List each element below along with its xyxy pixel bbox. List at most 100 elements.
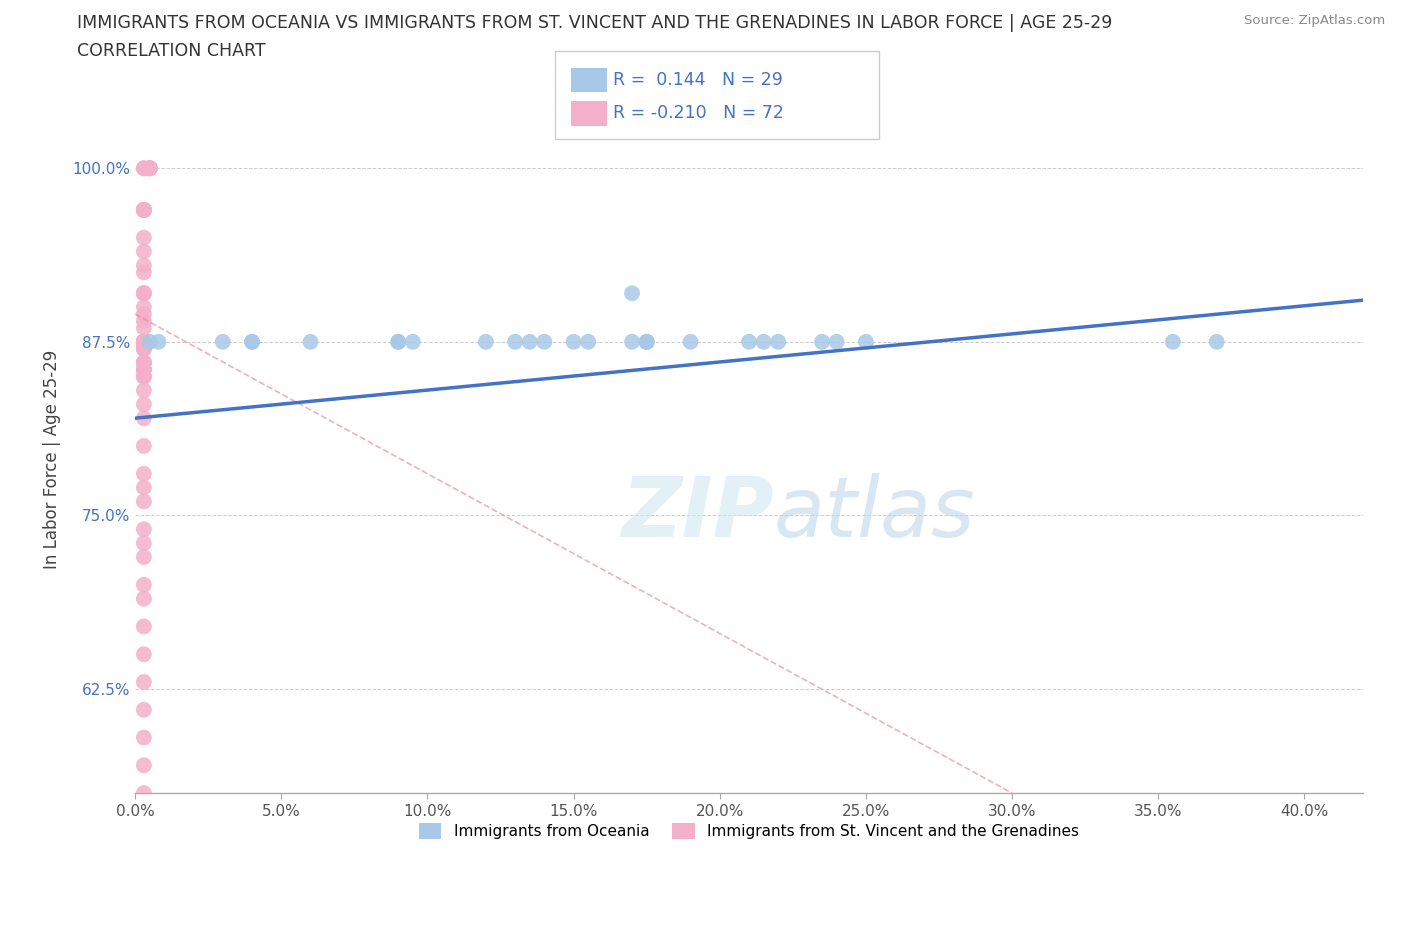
Point xyxy=(132,335,155,350)
Point xyxy=(132,362,155,377)
Point xyxy=(132,203,155,218)
Point xyxy=(132,466,155,481)
Point xyxy=(132,397,155,412)
Point xyxy=(132,265,155,280)
Point xyxy=(855,335,877,350)
Point xyxy=(132,646,155,661)
Legend: Immigrants from Oceania, Immigrants from St. Vincent and the Grenadines: Immigrants from Oceania, Immigrants from… xyxy=(412,817,1085,845)
Point xyxy=(132,335,155,350)
Point xyxy=(132,362,155,377)
Point xyxy=(387,335,409,350)
Point xyxy=(132,355,155,370)
Point xyxy=(562,335,585,350)
Point xyxy=(132,730,155,745)
Point xyxy=(132,335,155,350)
Point xyxy=(132,245,155,259)
Point xyxy=(132,369,155,384)
Point xyxy=(132,619,155,634)
Point xyxy=(132,286,155,300)
Point xyxy=(240,335,263,350)
Point xyxy=(132,299,155,314)
Point xyxy=(738,335,761,350)
Point xyxy=(132,550,155,565)
Text: atlas: atlas xyxy=(773,472,976,553)
Point xyxy=(132,355,155,370)
Point xyxy=(132,335,155,350)
Point xyxy=(132,286,155,300)
Point xyxy=(811,335,834,350)
Point xyxy=(132,341,155,356)
Point xyxy=(132,161,155,176)
Point xyxy=(132,369,155,384)
Point xyxy=(211,335,233,350)
Point xyxy=(132,341,155,356)
Point xyxy=(299,335,322,350)
Point xyxy=(679,335,702,350)
Point xyxy=(138,161,160,176)
Point xyxy=(132,480,155,495)
Text: CORRELATION CHART: CORRELATION CHART xyxy=(77,42,266,60)
Point xyxy=(132,536,155,551)
Point xyxy=(132,362,155,377)
Point xyxy=(132,341,155,356)
Point xyxy=(132,258,155,272)
Point xyxy=(132,341,155,356)
Point xyxy=(576,335,599,350)
Point xyxy=(138,161,160,176)
Point xyxy=(621,286,644,300)
Point xyxy=(132,335,155,350)
Text: R =  0.144   N = 29: R = 0.144 N = 29 xyxy=(613,71,783,89)
Point xyxy=(533,335,555,350)
Point xyxy=(132,494,155,509)
Point xyxy=(132,411,155,426)
Point xyxy=(621,335,644,350)
Point xyxy=(132,758,155,773)
Point xyxy=(132,307,155,322)
Point xyxy=(766,335,789,350)
Point xyxy=(148,335,170,350)
Point xyxy=(132,674,155,689)
Point xyxy=(132,591,155,606)
Point xyxy=(132,231,155,246)
Point xyxy=(636,335,658,350)
Point xyxy=(132,578,155,592)
Point xyxy=(132,369,155,384)
Point xyxy=(825,335,848,350)
Point xyxy=(132,335,155,350)
Point xyxy=(132,203,155,218)
Point xyxy=(132,203,155,218)
Text: IMMIGRANTS FROM OCEANIA VS IMMIGRANTS FROM ST. VINCENT AND THE GRENADINES IN LAB: IMMIGRANTS FROM OCEANIA VS IMMIGRANTS FR… xyxy=(77,14,1112,32)
Point xyxy=(1161,335,1184,350)
Point xyxy=(132,355,155,370)
Point xyxy=(138,161,160,176)
Point xyxy=(132,786,155,801)
Point xyxy=(132,203,155,218)
Point xyxy=(132,203,155,218)
Text: Source: ZipAtlas.com: Source: ZipAtlas.com xyxy=(1244,14,1385,27)
Point xyxy=(138,335,160,350)
Point xyxy=(132,702,155,717)
Point xyxy=(519,335,541,350)
Point xyxy=(240,335,263,350)
Point xyxy=(752,335,775,350)
Point xyxy=(132,335,155,350)
Point xyxy=(132,286,155,300)
Point xyxy=(636,335,658,350)
Point xyxy=(132,335,155,350)
Point xyxy=(132,313,155,328)
Point xyxy=(132,335,155,350)
Point xyxy=(132,161,155,176)
Point xyxy=(138,161,160,176)
Text: ZIP: ZIP xyxy=(621,472,773,553)
Point xyxy=(132,355,155,370)
Point xyxy=(503,335,526,350)
Point xyxy=(132,362,155,377)
Point xyxy=(636,335,658,350)
Point xyxy=(132,341,155,356)
Point xyxy=(138,161,160,176)
Point xyxy=(132,383,155,398)
Point xyxy=(1205,335,1227,350)
Point xyxy=(132,203,155,218)
Point xyxy=(132,335,155,350)
Point xyxy=(132,335,155,350)
